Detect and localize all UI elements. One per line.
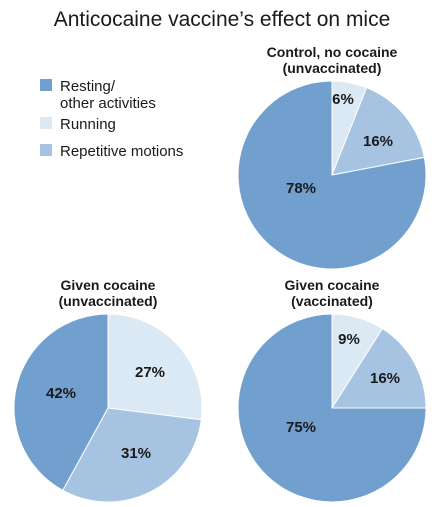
slice-label-repetitive-motions: 31%: [121, 445, 151, 462]
chart-title: Anticocaine vaccine’s effect on mice: [54, 8, 391, 31]
slice-label-running: 9%: [338, 331, 360, 348]
slice-label-running: 6%: [332, 91, 354, 108]
legend: Resting/other activities Running Repetitiv…: [40, 78, 183, 160]
legend-item-resting-other-activities: Resting/other activities: [40, 78, 156, 112]
legend-label: Resting/: [60, 78, 116, 95]
pie-slice-resting-other-activities: [237, 313, 427, 503]
legend-item-repetitive-motions: Repetitive motions: [40, 143, 183, 160]
slice-label-repetitive-motions: 16%: [370, 370, 400, 387]
pie-slice-resting-other-activities: [237, 80, 427, 270]
legend-item-running: Running: [40, 116, 116, 133]
pie-title: (unvaccinated): [59, 293, 158, 309]
pie-slice-running: [107, 313, 203, 421]
pie-title: (unvaccinated): [283, 60, 382, 76]
pie-control-no-cocaine: Control, no cocaine(unvaccinated) 6% 16% 78…: [237, 44, 427, 270]
slice-label-resting-other-activities: 75%: [286, 419, 316, 436]
legend-label: Repetitive motions: [60, 143, 183, 160]
legend-swatch: [40, 144, 52, 156]
pie-slice-resting-other-activities: [13, 313, 109, 492]
legend-swatch: [40, 79, 52, 91]
slice-label-repetitive-motions: 16%: [363, 133, 393, 150]
pie-slice-repetitive-motions: [331, 86, 425, 176]
slice-label-resting-other-activities: 42%: [46, 385, 76, 402]
pie-title: Given cocaine: [61, 277, 156, 293]
legend-label: other activities: [60, 95, 156, 112]
pie-given-cocaine-unvaccinated: Given cocaine(unvaccinated) 27% 31% 42%: [13, 277, 203, 503]
pie-title: Given cocaine: [285, 277, 380, 293]
pie-title: (vaccinated): [291, 293, 373, 309]
slice-label-running: 27%: [135, 364, 165, 381]
pie-given-cocaine-vaccinated: Given cocaine(vaccinated) 9% 16% 75%: [237, 277, 427, 503]
slice-label-resting-other-activities: 78%: [286, 180, 316, 197]
legend-label: Running: [60, 116, 116, 133]
legend-swatch: [40, 117, 52, 129]
pie-slice-repetitive-motions: [331, 327, 427, 409]
pie-slice-repetitive-motions: [62, 407, 202, 503]
pie-title: Control, no cocaine: [267, 44, 398, 60]
